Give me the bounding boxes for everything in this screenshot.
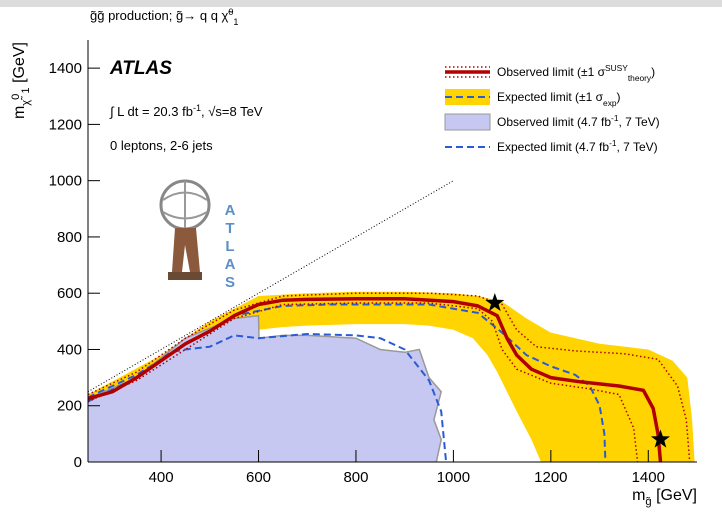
y-axis-label: mχ̃01 [GeV] — [10, 42, 32, 119]
experiment-label: ATLAS — [109, 58, 172, 79]
y-tick-label: 0 — [74, 454, 82, 471]
line — [88, 297, 663, 462]
top-strip — [0, 0, 722, 7]
logo-globe-lines — [162, 181, 208, 229]
observed-band-upper — [88, 292, 691, 462]
plot-content — [88, 180, 695, 462]
y-tick-label: 1400 — [49, 60, 82, 77]
x-tick-label: 1000 — [437, 469, 470, 486]
y-tick-label: 200 — [57, 398, 82, 415]
selection-label: 0 leptons, 2-6 jets — [110, 138, 213, 153]
logo-base — [168, 272, 202, 280]
luminosity-label: ∫ L dt = 20.3 fb-1, √s=8 TeV — [109, 103, 263, 119]
legend-label: Observed limit (4.7 fb-1, 7 TeV) — [497, 113, 660, 129]
legend-area — [444, 113, 491, 131]
legend-label: Expected limit (±1 σexp) — [497, 90, 621, 108]
x-tick-label: 1200 — [534, 469, 567, 486]
logo: ATLAS — [159, 179, 239, 292]
area — [88, 315, 442, 462]
x-axis-label: mg̃ [GeV] — [632, 487, 697, 508]
plot-area: 0 200 400 600 800 1000 1200 1400 400 600 800 1000 12… — [49, 40, 697, 486]
x-tick-label: 400 — [149, 469, 174, 486]
x-tick-label: 1400 — [632, 469, 665, 486]
y-tick-label: 400 — [57, 341, 82, 358]
y-tick-label: 1200 — [49, 116, 82, 133]
x-tick-label: 600 — [246, 469, 271, 486]
y-tick-label: 1000 — [49, 173, 82, 190]
legend-label: Observed limit (±1 σSUSYtheory) — [497, 63, 655, 83]
diagonal — [88, 180, 454, 393]
legend-label: Expected limit (4.7 fb-1, 7 TeV) — [497, 138, 658, 154]
legend: Observed limit (±1 σSUSYtheory) Expected … — [444, 63, 660, 154]
star-marker — [650, 429, 670, 448]
logo-text: ATLAS — [222, 202, 239, 292]
y-tick-label: 600 — [57, 285, 82, 302]
x-tick-label: 800 — [343, 469, 368, 486]
expected-band — [88, 291, 695, 462]
logo-figure — [172, 228, 200, 272]
observed-band-lower — [88, 302, 639, 462]
y-tick-label: 800 — [57, 229, 82, 246]
star-marker — [485, 293, 505, 312]
chart-title: g̃g̃ production; g̃→ q q χ̃01 — [90, 7, 238, 27]
